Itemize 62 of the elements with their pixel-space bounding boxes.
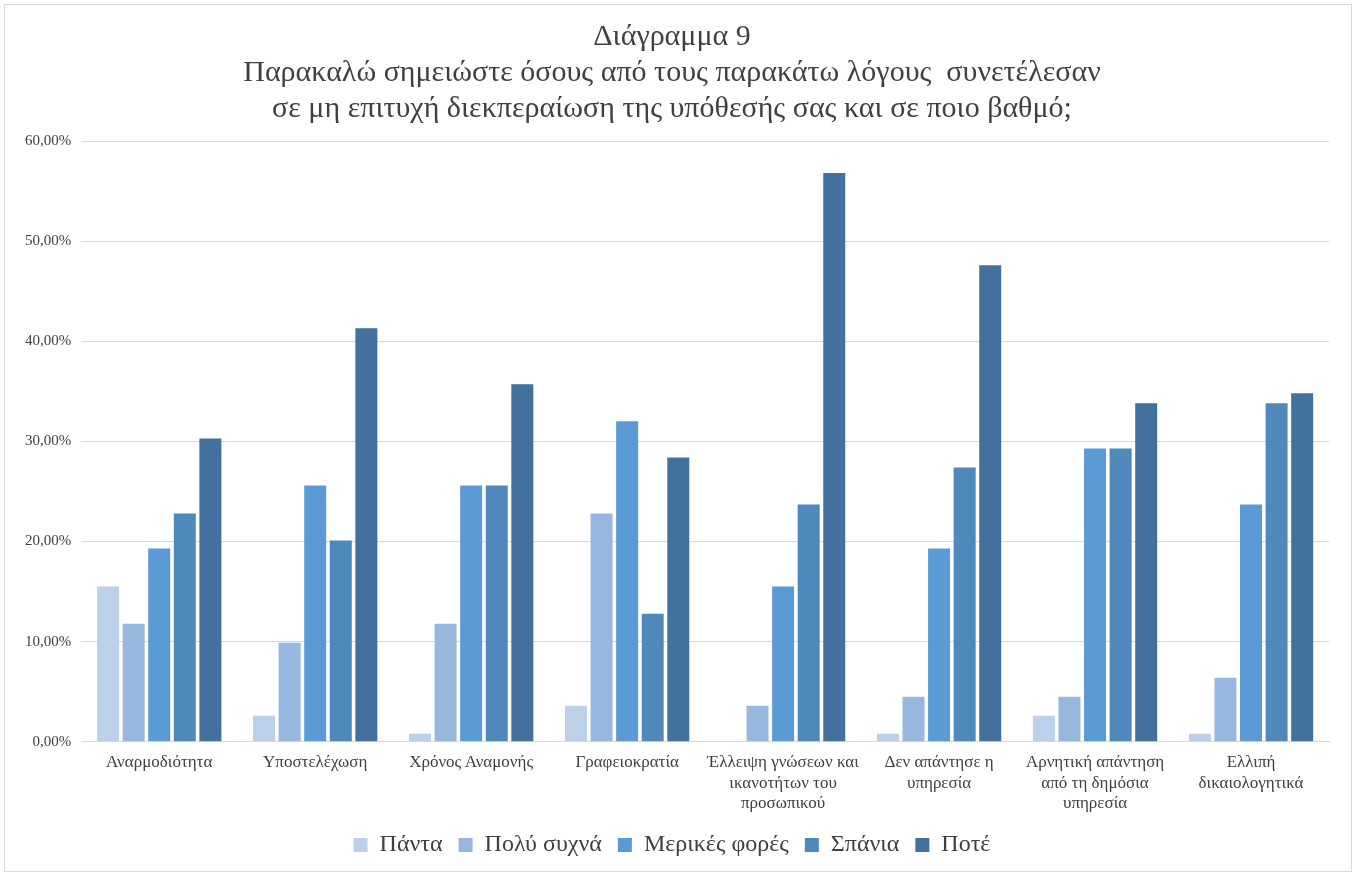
legend-label: Πάντα — [379, 830, 443, 857]
bar — [1214, 677, 1237, 742]
bar — [564, 705, 587, 742]
bar — [173, 513, 196, 742]
bar — [1135, 403, 1158, 742]
bar — [667, 457, 690, 742]
bar — [97, 586, 120, 742]
y-tick-label: 20,00% — [25, 532, 72, 549]
bar — [1058, 696, 1081, 742]
x-tick-label: Ελλιπή δικαιολογητικά — [1198, 752, 1304, 792]
bar — [122, 623, 145, 742]
bar — [278, 642, 301, 742]
y-tick-label: 40,00% — [25, 332, 72, 349]
y-tick-label: 10,00% — [25, 632, 72, 649]
legend-label: Ποτέ — [941, 830, 991, 857]
bar — [329, 540, 352, 742]
bar — [460, 485, 483, 742]
legend-label: Πολύ συχνά — [484, 830, 603, 857]
bar — [355, 328, 378, 742]
text: σε μη επιτυχή διεκπεραίωση της υπόθεσής σας και σε ποιο βαθμό; — [272, 89, 1072, 123]
bar — [928, 548, 951, 742]
bar — [253, 715, 276, 742]
bar — [953, 467, 976, 742]
bar — [1291, 393, 1314, 742]
bar — [148, 548, 171, 742]
bar — [199, 438, 222, 742]
text: Διάγραμμα 9 — [593, 17, 751, 51]
bar — [979, 265, 1002, 742]
y-tick-label: 0,00% — [32, 732, 72, 749]
bar — [797, 504, 820, 742]
bar — [1240, 504, 1263, 742]
x-tick-label: Έλλειψη γνώσεων και ικανοτήτων του προσωπικού — [706, 752, 860, 813]
bar — [511, 384, 534, 742]
bar — [1188, 733, 1211, 742]
bar — [823, 173, 846, 742]
y-tick-label: 60,00% — [25, 131, 72, 148]
bar — [772, 586, 795, 742]
bar — [1265, 403, 1288, 742]
x-tick-label: Δεν απάντησε η υπηρεσία — [884, 752, 994, 792]
bar — [590, 513, 613, 742]
bar — [409, 733, 432, 742]
bar — [1109, 448, 1132, 742]
x-tick-label: Γραφειοκρατία — [575, 752, 679, 772]
legend-label: Μερικές φορές — [643, 830, 790, 857]
bar — [304, 485, 327, 742]
text: Παρακαλώ σημειώστε όσους από τους παρακάτω λόγους συνετέλεσαν — [243, 53, 1101, 87]
bar — [1084, 448, 1107, 742]
bar — [616, 421, 639, 742]
x-tick-label: Αναρμοδιότητα — [106, 752, 213, 772]
legend-label: Σπάνια — [830, 830, 900, 857]
bar — [902, 696, 925, 742]
x-tick-label: Χρόνος Αναμονής — [409, 752, 534, 772]
y-tick-label: 50,00% — [25, 232, 72, 249]
bar — [1032, 715, 1055, 742]
x-tick-label: Αρνητική απάντηση από τη δημόσια υπηρεσία — [1025, 752, 1165, 813]
bar — [641, 613, 664, 742]
bar — [434, 623, 457, 742]
bar — [746, 705, 769, 742]
y-tick-label: 30,00% — [25, 432, 72, 449]
bar — [485, 485, 508, 742]
bar — [876, 733, 899, 742]
x-tick-label: Υποστελέχωση — [263, 752, 368, 772]
